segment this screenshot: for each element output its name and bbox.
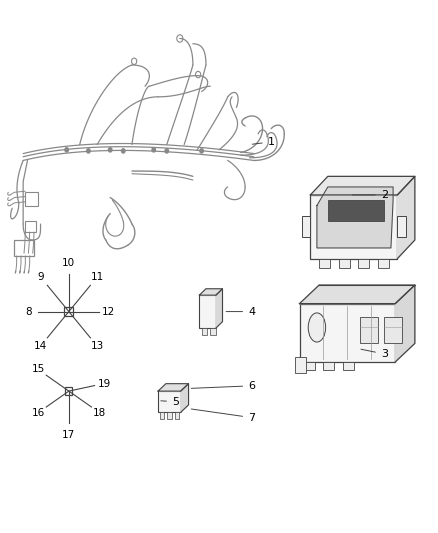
FancyBboxPatch shape	[65, 387, 72, 395]
FancyBboxPatch shape	[158, 391, 181, 413]
Text: 13: 13	[91, 341, 104, 351]
Circle shape	[121, 149, 125, 153]
Text: 3: 3	[361, 349, 388, 359]
Polygon shape	[158, 384, 188, 391]
FancyBboxPatch shape	[343, 362, 354, 370]
FancyBboxPatch shape	[339, 259, 350, 268]
Text: 6: 6	[191, 381, 255, 391]
Circle shape	[65, 148, 68, 152]
Text: 8: 8	[25, 306, 32, 317]
Polygon shape	[311, 176, 415, 195]
FancyBboxPatch shape	[64, 308, 73, 316]
FancyBboxPatch shape	[167, 413, 172, 419]
Text: 17: 17	[62, 430, 75, 440]
FancyBboxPatch shape	[25, 192, 39, 206]
Text: 12: 12	[102, 306, 116, 317]
FancyBboxPatch shape	[295, 357, 306, 373]
Text: 18: 18	[93, 408, 106, 418]
FancyBboxPatch shape	[304, 362, 315, 370]
FancyBboxPatch shape	[385, 317, 402, 343]
FancyBboxPatch shape	[358, 259, 369, 268]
Circle shape	[152, 148, 155, 152]
Polygon shape	[216, 289, 223, 328]
Ellipse shape	[308, 313, 325, 342]
Text: 4: 4	[226, 306, 255, 317]
Text: 9: 9	[37, 272, 44, 282]
FancyBboxPatch shape	[378, 259, 389, 268]
FancyBboxPatch shape	[300, 304, 395, 362]
Text: 11: 11	[91, 272, 104, 282]
Circle shape	[200, 149, 203, 153]
Text: 16: 16	[31, 408, 45, 418]
Text: 10: 10	[62, 258, 75, 268]
FancyBboxPatch shape	[175, 413, 179, 419]
FancyBboxPatch shape	[323, 362, 334, 370]
FancyBboxPatch shape	[302, 216, 311, 237]
Text: 2: 2	[352, 190, 388, 200]
Polygon shape	[199, 289, 223, 295]
Polygon shape	[300, 285, 415, 304]
FancyBboxPatch shape	[199, 295, 216, 328]
FancyBboxPatch shape	[14, 240, 34, 256]
Polygon shape	[395, 285, 415, 362]
Text: 7: 7	[191, 409, 255, 423]
FancyBboxPatch shape	[25, 221, 36, 232]
Text: 15: 15	[31, 365, 45, 374]
FancyBboxPatch shape	[311, 195, 397, 259]
Text: 19: 19	[97, 378, 111, 389]
Text: 1: 1	[252, 137, 275, 147]
Polygon shape	[181, 384, 188, 413]
FancyBboxPatch shape	[360, 317, 378, 343]
FancyBboxPatch shape	[328, 200, 385, 221]
Text: 5: 5	[161, 397, 179, 407]
Circle shape	[87, 149, 90, 153]
Circle shape	[165, 149, 169, 153]
FancyBboxPatch shape	[319, 259, 330, 268]
FancyBboxPatch shape	[201, 328, 207, 335]
Circle shape	[109, 148, 112, 152]
FancyBboxPatch shape	[210, 328, 215, 335]
Text: 14: 14	[34, 341, 47, 351]
Polygon shape	[317, 187, 393, 248]
FancyBboxPatch shape	[397, 216, 406, 237]
Polygon shape	[397, 176, 415, 259]
FancyBboxPatch shape	[160, 413, 164, 419]
